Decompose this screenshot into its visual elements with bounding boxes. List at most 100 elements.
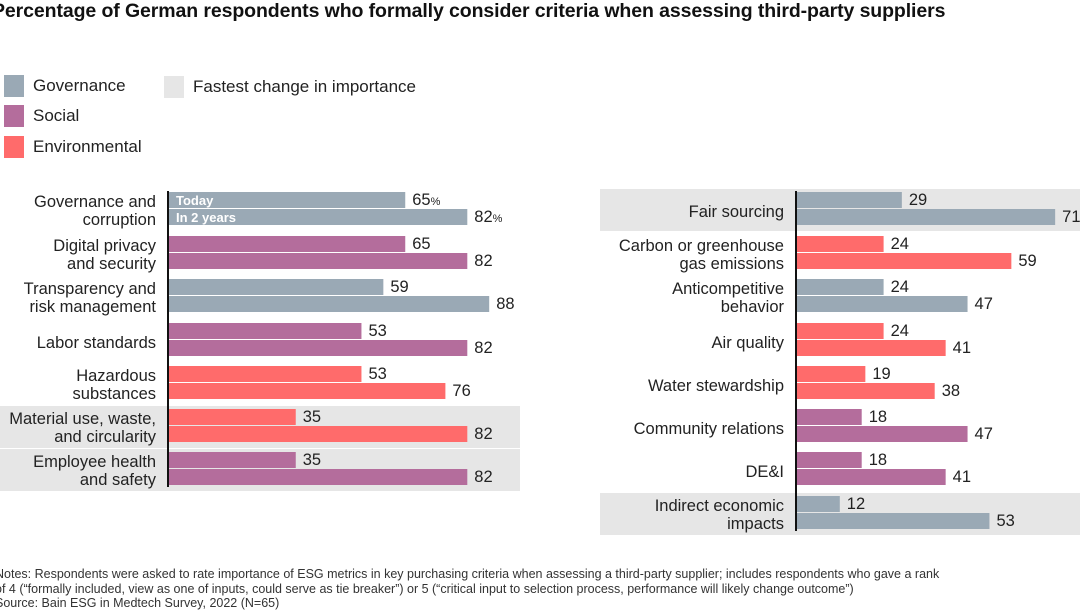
bar-in-2-years-p2-row4 <box>796 340 946 356</box>
category-label-p1-row6-line1: Material use, waste, <box>9 410 156 428</box>
bar-today-p2-row8 <box>796 496 840 512</box>
legend-label-environmental: Environmental <box>33 137 142 156</box>
bar-in-2-years-p1-row3 <box>168 296 490 312</box>
bar-in-2-years-p1-row7 <box>168 469 468 485</box>
value-label-today-p2-row6: 18 <box>869 408 887 426</box>
legend-swatch-social <box>4 105 24 127</box>
value-label-in-2-years-p2-row4: 41 <box>953 339 971 357</box>
legend-swatch-highlight <box>164 76 184 98</box>
value-label-in-2-years-p2-row7: 41 <box>953 468 971 486</box>
bar-in-2-years-p2-row2 <box>796 253 1012 269</box>
bar-today-p2-row7 <box>796 452 862 468</box>
percent-suffix: % <box>431 196 441 208</box>
legend-governance: Governance <box>4 75 126 97</box>
value-label-in-2-years-p2-row5: 38 <box>942 382 960 400</box>
bar-today-p1-row7 <box>168 452 296 468</box>
value-label-today-p1-row7: 35 <box>303 451 321 469</box>
value-label-today-p1-row2: 65 <box>412 235 430 253</box>
category-label-p1-row5-line1: Hazardous <box>76 367 156 385</box>
bar-today-p2-row6 <box>796 409 862 425</box>
chart-notes: Notes: Respondents were asked to rate im… <box>0 567 939 611</box>
bar-today-p2-row1 <box>796 192 902 208</box>
bar-today-p2-row4 <box>796 323 884 339</box>
value-label-today-p1-row3: 59 <box>390 278 408 296</box>
category-label-p2-row2-line2: gas emissions <box>679 255 784 273</box>
category-label-p1-row7-line1: Employee health <box>33 453 156 471</box>
bar-in-2-years-p1-row6 <box>168 426 468 442</box>
legend-label-social: Social <box>33 106 80 125</box>
value-label-today-p2-row7: 18 <box>869 451 887 469</box>
bar-today-p1-row3 <box>168 279 384 295</box>
value-label-today-p2-row4: 24 <box>891 322 909 340</box>
category-label-p2-row8-line2: impacts <box>727 515 784 533</box>
value-label-in-2-years-p2-row3: 47 <box>975 295 993 313</box>
value-label-in-2-years-p2-row2: 59 <box>1018 252 1036 270</box>
notes-line-2: of 4 (“formally included, view as one of… <box>0 581 854 596</box>
bar-in-2-years-p1-row4 <box>168 340 468 356</box>
legend-swatch-environmental <box>4 136 24 158</box>
category-label-p2-row8-line1: Indirect economic <box>655 497 784 515</box>
bar-today-p2-row5 <box>796 366 866 382</box>
category-label-p1-row3-line1: Transparency and <box>24 280 156 298</box>
value-label-in-2-years-p2-row1: 71 <box>1062 208 1080 226</box>
value-label-in-2-years-p1-row2: 82 <box>474 252 492 270</box>
value-label-today-p1-row6: 35 <box>303 408 321 426</box>
bar-in-2-years-p1-row2 <box>168 253 468 269</box>
percent-suffix: % <box>493 213 503 225</box>
bar-today-p2-row3 <box>796 279 884 295</box>
category-label-p2-row7-line1: DE&I <box>745 463 784 481</box>
series-label-in-2-years: In 2 years <box>176 210 236 225</box>
bar-in-2-years-p2-row3 <box>796 296 968 312</box>
bar-today-p1-row4 <box>168 323 362 339</box>
value-label-in-2-years-p1-row1: 82% <box>474 208 502 226</box>
value-label-today-p2-row2: 24 <box>891 235 909 253</box>
bar-in-2-years-p2-row6 <box>796 426 968 442</box>
bar-in-2-years-p2-row5 <box>796 383 935 399</box>
category-label-p1-row7-line2: and safety <box>80 471 157 489</box>
bar-today-p1-row6 <box>168 409 296 425</box>
category-label-p2-row1-line1: Fair sourcing <box>689 203 784 221</box>
category-label-p1-row4-line1: Labor standards <box>37 334 156 352</box>
category-label-p2-row3-line2: behavior <box>721 298 785 316</box>
bar-today-p1-row5 <box>168 366 362 382</box>
value-label-today-p2-row3: 24 <box>891 278 909 296</box>
bar-in-2-years-p1-row1 <box>168 209 468 225</box>
legend-environmental: Environmental <box>4 136 142 158</box>
value-label-in-2-years-p2-row8: 53 <box>996 512 1014 530</box>
value-label-in-2-years-p1-row3: 88 <box>496 295 514 313</box>
category-label-p1-row6-line2: and circularity <box>54 428 157 446</box>
bar-in-2-years-p2-row8 <box>796 513 990 529</box>
bar-in-2-years-p2-row1 <box>796 209 1056 225</box>
category-label-p1-row2-line1: Digital privacy <box>53 237 156 255</box>
value-label-in-2-years-p2-row6: 47 <box>975 425 993 443</box>
category-label-p2-row4-line1: Air quality <box>712 334 785 352</box>
value-label-today-p1-row5: 53 <box>368 365 386 383</box>
category-label-p1-row3-line2: risk management <box>29 298 156 316</box>
chart-title: Percentage of German respondents who for… <box>0 0 946 22</box>
legend-highlight: Fastest change in importance <box>164 76 416 98</box>
legend-social: Social <box>4 105 79 127</box>
category-label-p1-row1-line2: corruption <box>83 211 156 229</box>
category-label-p1-row2-line2: and security <box>67 255 157 273</box>
category-label-p2-row3-line1: Anticompetitive <box>672 280 784 298</box>
bar-in-2-years-p1-row5 <box>168 383 446 399</box>
value-label-today-p2-row5: 19 <box>872 365 890 383</box>
value-label-in-2-years-p1-row5: 76 <box>452 382 470 400</box>
bar-today-p1-row1 <box>168 192 406 208</box>
bar-in-2-years-p2-row7 <box>796 469 946 485</box>
legend-label-highlight: Fastest change in importance <box>193 77 417 96</box>
value-label-today-p1-row1: 65% <box>412 191 440 209</box>
series-label-today: Today <box>176 193 214 208</box>
category-label-p1-row1-line1: Governance and <box>34 193 156 211</box>
category-label-p1-row5-line2: substances <box>73 385 156 403</box>
legend-swatch-governance <box>4 75 24 97</box>
bar-today-p2-row2 <box>796 236 884 252</box>
category-label-p2-row6-line1: Community relations <box>634 420 784 438</box>
category-label-p2-row2-line1: Carbon or greenhouse <box>619 237 784 255</box>
bar-today-p1-row2 <box>168 236 406 252</box>
value-label-in-2-years-p1-row7: 82 <box>474 468 492 486</box>
value-label-in-2-years-p1-row4: 82 <box>474 339 492 357</box>
value-label-today-p1-row4: 53 <box>368 322 386 340</box>
category-label-p2-row5-line1: Water stewardship <box>648 377 784 395</box>
